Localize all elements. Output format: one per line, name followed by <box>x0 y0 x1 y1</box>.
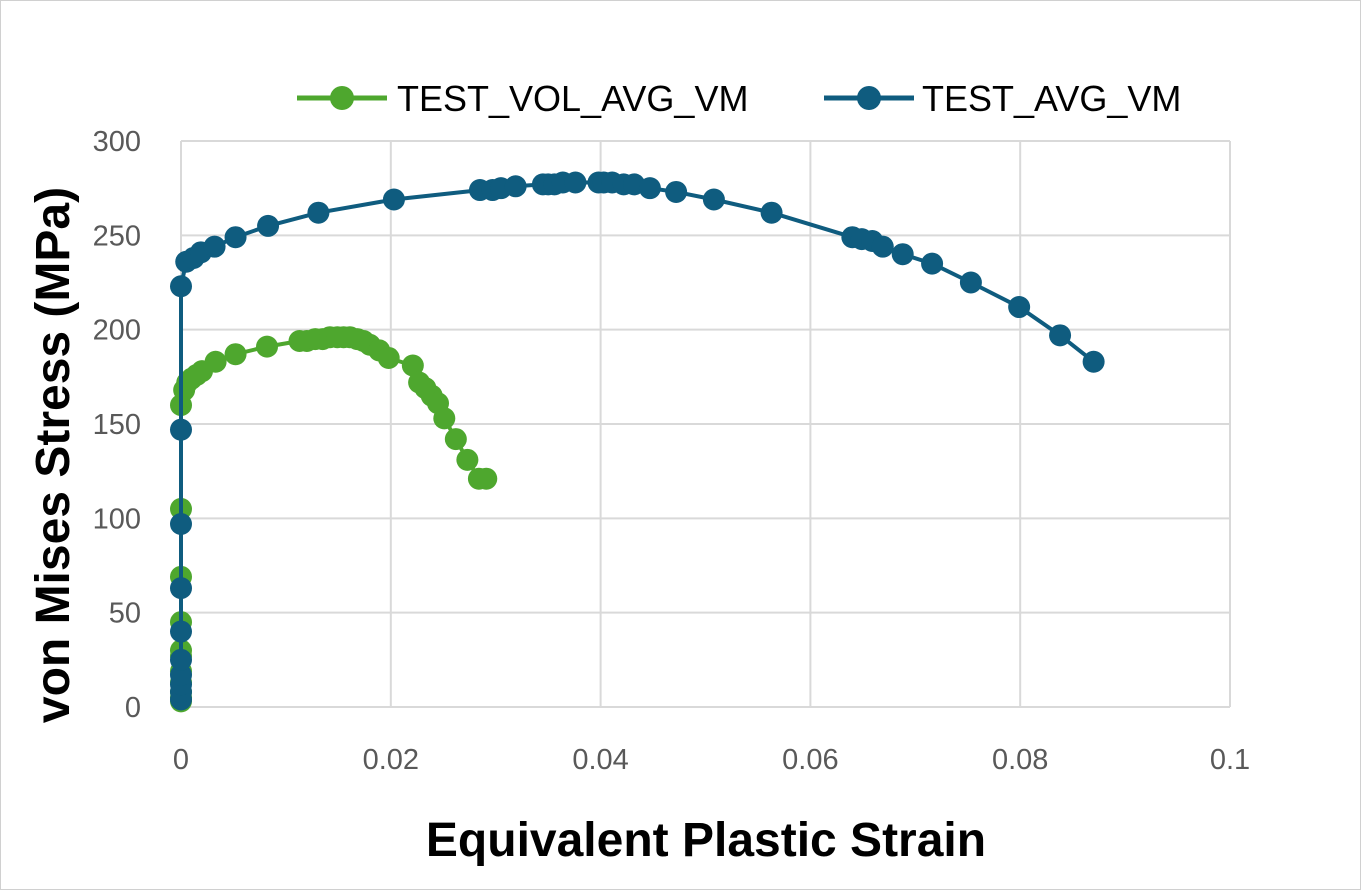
data-point <box>456 448 479 471</box>
legend-item: TEST_AVG_VM <box>824 78 1181 119</box>
data-point <box>224 226 247 249</box>
data-point <box>1082 350 1105 373</box>
y-tick-label: 300 <box>93 126 141 158</box>
data-point <box>702 188 725 211</box>
series-line <box>179 180 1095 700</box>
data-point <box>921 252 944 275</box>
data-point <box>170 648 192 671</box>
data-point <box>203 235 226 258</box>
data-point <box>307 201 330 224</box>
data-point <box>1049 324 1072 347</box>
data-point <box>377 346 400 369</box>
y-tick-label: 0 <box>125 692 141 724</box>
tick-labels: 0 50 100 150 200 250 300 0 0.02 0.04 0.06 0.08 0.1 <box>93 126 1251 776</box>
data-point <box>170 663 192 686</box>
data-point <box>433 407 456 430</box>
data-point <box>891 243 914 266</box>
x-tick-label: 0.02 <box>363 744 419 776</box>
data-point <box>170 418 192 441</box>
legend-item: TEST_VOL_AVG_VM <box>297 78 748 119</box>
y-tick-label: 50 <box>109 598 141 630</box>
legend-marker <box>857 86 881 110</box>
legend-label: TEST_VOL_AVG_VM <box>397 78 748 119</box>
data-point <box>504 175 527 198</box>
data-point <box>638 177 661 200</box>
x-tick-label: 0.08 <box>992 744 1048 776</box>
data-point <box>401 354 424 377</box>
data-point <box>204 350 227 373</box>
data-point <box>475 467 498 490</box>
y-tick-label: 250 <box>93 220 141 252</box>
data-point <box>444 428 467 451</box>
data-point <box>170 577 192 600</box>
data-point <box>170 275 192 298</box>
data-point <box>257 214 280 237</box>
x-axis-title: Equivalent Plastic Strain <box>426 814 986 867</box>
data-point <box>256 335 279 358</box>
series-test-avg-vm <box>170 171 1105 711</box>
data-point <box>382 188 405 211</box>
y-tick-label: 200 <box>93 315 141 347</box>
data-point <box>170 620 192 643</box>
gridlines <box>180 140 1231 708</box>
x-tick-label: 0.04 <box>572 744 628 776</box>
data-point <box>760 201 783 224</box>
y-tick-label: 100 <box>93 503 141 535</box>
x-tick-label: 0 <box>173 744 189 776</box>
series <box>170 171 1105 713</box>
data-point <box>1008 296 1031 319</box>
legend: TEST_VOL_AVG_VM TEST_AVG_VM <box>297 78 1181 119</box>
legend-label: TEST_AVG_VM <box>922 78 1181 119</box>
x-tick-label: 0.1 <box>1210 744 1250 776</box>
data-point <box>959 271 982 294</box>
y-tick-label: 150 <box>93 409 141 441</box>
data-point <box>224 343 247 366</box>
y-axis-title: von Mises Stress (MPa) <box>27 187 80 723</box>
legend-marker <box>330 86 354 110</box>
data-point <box>564 171 587 194</box>
data-point <box>871 235 894 258</box>
data-point <box>170 512 192 535</box>
data-point <box>665 180 688 203</box>
x-tick-label: 0.06 <box>782 744 838 776</box>
